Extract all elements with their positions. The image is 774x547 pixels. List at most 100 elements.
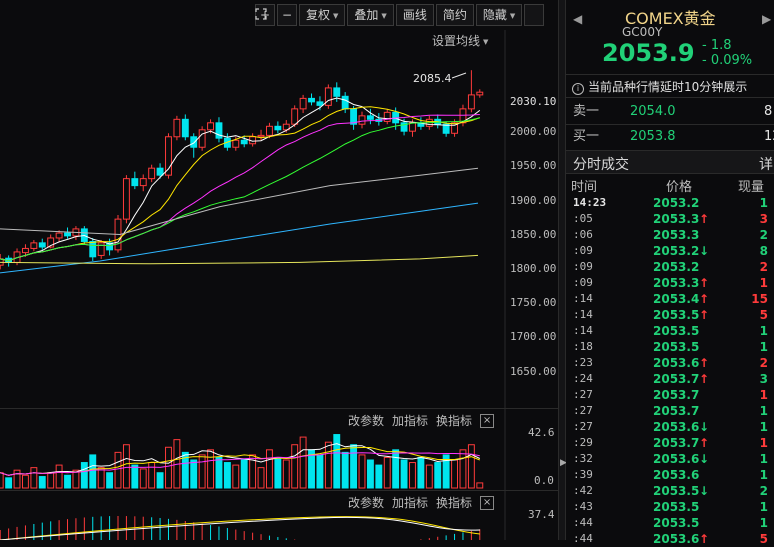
panel-splitter[interactable]: ▶ <box>558 0 567 540</box>
candle-body <box>383 111 391 122</box>
trade-time: :18 <box>573 340 593 353</box>
trade-row: :27 2053.7 1 <box>566 403 774 419</box>
candle-body <box>165 136 172 176</box>
hide-dropdown[interactable]: 隐藏 ▼ <box>475 4 523 26</box>
bid-row: 买一 2053.8 12 <box>566 125 774 149</box>
volume-y-top: 42.6 <box>528 426 555 439</box>
trade-time: :32 <box>573 452 593 465</box>
candle-body <box>30 242 38 249</box>
candle-body <box>366 115 374 120</box>
hide-label: 隐藏 <box>482 8 507 22</box>
switch-indicator-button[interactable]: 换指标 <box>436 414 473 428</box>
arrow-up-icon: ↑ <box>699 292 710 306</box>
macd-y-top: 37.4 <box>528 508 555 521</box>
candle-body <box>232 139 240 148</box>
trade-row: :24 2053.7 ↑ 3 <box>566 371 774 387</box>
trades-tab[interactable]: 分时成交 <box>573 157 629 173</box>
candle-body <box>308 97 315 103</box>
trade-row: :39 2053.6 1 <box>566 467 774 483</box>
trade-row: :14 2053.5 ↑ 5 <box>566 307 774 323</box>
candle-body <box>400 122 408 132</box>
trade-volume: 2 <box>759 228 768 242</box>
prev-arrow-icon[interactable]: ◀ <box>573 12 583 26</box>
simple-mode-button[interactable]: 简约 <box>435 4 474 26</box>
trade-time: :14 <box>573 292 593 305</box>
trade-volume: 1 <box>759 468 768 482</box>
bid-price: 2053.8 <box>630 129 676 144</box>
trade-row: :44 2053.5 1 <box>566 515 774 531</box>
ask-row: 卖一 2054.0 8 <box>566 100 774 124</box>
trade-row: :09 2053.2 2 <box>566 259 774 275</box>
trade-row: :14 2053.4 ↑ 15 <box>566 291 774 307</box>
kline-svg[interactable] <box>0 0 558 540</box>
trade-time: :06 <box>573 228 593 241</box>
add-indicator-button[interactable]: 加指标 <box>392 496 429 510</box>
quote-panel: ◀ ▶ COMEX黄金 GC00Y 2053.9 - 1.8 - 0.09% i… <box>566 0 774 546</box>
volume-ma-line <box>0 452 480 476</box>
arrow-up-icon: ↑ <box>699 276 710 290</box>
col-price-header: 价格 <box>666 180 693 195</box>
draw-line-button[interactable]: 画线 <box>395 4 434 26</box>
arrow-up-icon: ↑ <box>699 436 710 450</box>
ma250-line <box>0 254 479 265</box>
zoom-in-button[interactable]: + <box>255 4 275 26</box>
trade-time: :39 <box>573 468 593 481</box>
y-axis-label: 1850.00 <box>510 228 557 241</box>
trades-detail-button[interactable]: 详 <box>759 157 773 173</box>
trade-row: 14:23 2053.2 1 <box>566 195 774 211</box>
trade-time: :09 <box>573 244 593 257</box>
close-icon[interactable]: × <box>480 413 495 428</box>
change-params-button[interactable]: 改参数 <box>348 414 385 428</box>
trade-price: 2053.7 <box>653 388 700 402</box>
add-indicator-button[interactable]: 加指标 <box>392 414 429 428</box>
volume-bar <box>156 472 164 489</box>
candle-body <box>122 178 130 220</box>
trade-time: :27 <box>573 420 593 433</box>
trade-volume: 8 <box>759 244 768 258</box>
trade-volume: 2 <box>759 484 768 498</box>
trade-volume: 5 <box>759 532 768 546</box>
trade-row: :06 2053.3 2 <box>566 227 774 243</box>
trade-time: :27 <box>573 388 593 401</box>
volume-bar <box>240 459 248 489</box>
volume-bar <box>282 459 290 489</box>
trade-volume: 1 <box>759 196 768 210</box>
caret-down-icon: ▼ <box>333 12 339 20</box>
trade-volume: 2 <box>759 356 768 370</box>
zoom-out-button[interactable]: − <box>277 4 297 26</box>
trade-time: :24 <box>573 372 593 385</box>
caret-down-icon: ▼ <box>381 12 387 20</box>
volume-bar <box>80 462 88 489</box>
adjust-dropdown[interactable]: 复权 ▼ <box>299 4 346 26</box>
arrow-up-icon: ↑ <box>699 308 710 322</box>
ma30-line <box>0 117 480 262</box>
volume-bar <box>122 444 130 489</box>
kline-chart-area[interactable]: + − 复权 ▼ 叠加 ▼ 画线 简约 隐藏 ▼ 设置均线 ▼ 2085.4 2030.… <box>0 0 558 540</box>
candle-body <box>22 247 29 254</box>
candle-body <box>467 94 475 110</box>
trade-price: 2053.3 <box>653 276 700 290</box>
trade-row: :23 2053.6 ↑ 2 <box>566 355 774 371</box>
close-icon[interactable]: × <box>480 495 495 510</box>
change-params-button[interactable]: 改参数 <box>348 496 385 510</box>
arrow-up-icon: ↑ <box>699 212 710 226</box>
candle-body <box>47 237 55 248</box>
trade-price: 2053.6 <box>653 468 700 482</box>
candle-body <box>240 139 248 145</box>
volume-bar <box>22 474 29 489</box>
price-change: - 1.8 <box>702 38 732 53</box>
fullscreen-button[interactable] <box>255 4 545 26</box>
candle-body <box>131 178 139 187</box>
y-axis-label: 1650.00 <box>510 365 557 378</box>
next-arrow-icon[interactable]: ▶ <box>762 12 772 26</box>
volume-bar <box>89 454 97 489</box>
overlay-dropdown[interactable]: 叠加 ▼ <box>347 4 394 26</box>
ma-settings-dropdown[interactable]: 设置均线 ▼ <box>432 32 488 49</box>
volume-bar <box>198 454 206 489</box>
trade-price: 2053.7 <box>653 404 700 418</box>
candle-body <box>106 242 114 251</box>
switch-indicator-button[interactable]: 换指标 <box>436 496 473 510</box>
volume-bar <box>249 454 257 489</box>
trades-header: 分时成交 详 <box>566 150 774 174</box>
collapse-arrow-icon[interactable]: ▶ <box>560 458 567 468</box>
